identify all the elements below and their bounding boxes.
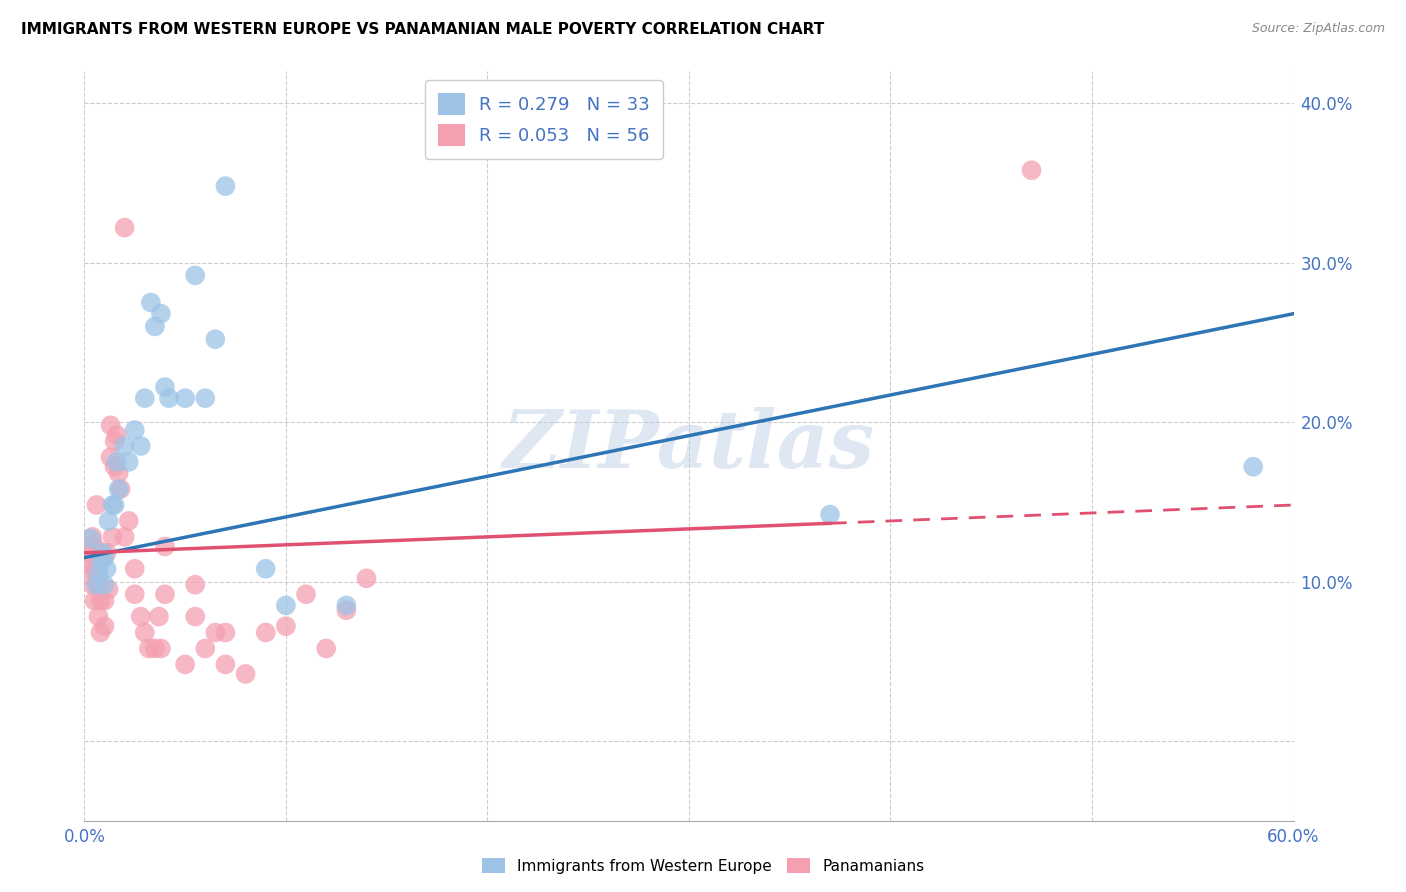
Point: [93, 593, 115, 607]
Point: [82, 577, 104, 591]
Point: [114, 530, 136, 544]
Point: [1241, 459, 1264, 474]
Point: [143, 641, 166, 656]
Point: [254, 625, 277, 640]
Point: [184, 609, 207, 624]
Point: [79, 532, 101, 546]
Point: [129, 609, 152, 624]
Point: [184, 268, 207, 283]
Point: [157, 391, 180, 405]
Point: [79, 562, 101, 576]
Point: [149, 307, 172, 321]
Point: [89, 593, 111, 607]
Point: [107, 466, 129, 480]
Point: [87, 577, 110, 591]
Point: [148, 609, 170, 624]
Point: [254, 562, 277, 576]
Point: [83, 593, 105, 607]
Point: [87, 566, 110, 581]
Point: [138, 641, 160, 656]
Point: [86, 562, 108, 576]
Point: [83, 562, 105, 576]
Point: [114, 439, 136, 453]
Point: [105, 427, 128, 442]
Point: [104, 498, 127, 512]
Point: [214, 657, 236, 672]
Point: [124, 423, 146, 437]
Point: [107, 482, 129, 496]
Point: [100, 418, 122, 433]
Point: [114, 220, 136, 235]
Point: [104, 434, 127, 449]
Point: [335, 603, 357, 617]
Point: [97, 582, 120, 597]
Point: [93, 550, 115, 565]
Point: [153, 540, 176, 554]
Point: [153, 587, 176, 601]
Point: [118, 514, 141, 528]
Point: [356, 571, 378, 585]
Point: [89, 555, 111, 569]
Point: [101, 530, 124, 544]
Point: [129, 439, 152, 453]
Point: [174, 391, 197, 405]
Point: [204, 332, 226, 346]
Point: [274, 619, 297, 633]
Point: [100, 450, 122, 465]
Point: [295, 587, 318, 601]
Text: Source: ZipAtlas.com: Source: ZipAtlas.com: [1251, 22, 1385, 36]
Point: [118, 455, 141, 469]
Point: [235, 667, 257, 681]
Point: [83, 540, 105, 554]
Point: [96, 562, 118, 576]
Point: [97, 514, 120, 528]
Point: [87, 609, 110, 624]
Legend: Immigrants from Western Europe, Panamanians: Immigrants from Western Europe, Panamani…: [475, 852, 931, 880]
Point: [335, 599, 357, 613]
Point: [124, 562, 146, 576]
Point: [101, 498, 124, 512]
Point: [274, 599, 297, 613]
Point: [153, 380, 176, 394]
Point: [86, 577, 108, 591]
Point: [1021, 163, 1043, 178]
Point: [139, 295, 162, 310]
Point: [184, 577, 207, 591]
Point: [82, 530, 104, 544]
Point: [96, 546, 118, 560]
Point: [86, 498, 108, 512]
Point: [143, 319, 166, 334]
Point: [105, 455, 128, 469]
Point: [110, 482, 132, 496]
Point: [134, 391, 156, 405]
Point: [91, 546, 114, 560]
Legend: R = 0.279   N = 33, R = 0.053   N = 56: R = 0.279 N = 33, R = 0.053 N = 56: [425, 80, 662, 159]
Point: [194, 391, 217, 405]
Point: [204, 625, 226, 640]
Point: [87, 555, 110, 569]
Point: [134, 625, 156, 640]
Point: [93, 577, 115, 591]
Text: IMMIGRANTS FROM WESTERN EUROPE VS PANAMANIAN MALE POVERTY CORRELATION CHART: IMMIGRANTS FROM WESTERN EUROPE VS PANAMA…: [21, 22, 824, 37]
Point: [174, 657, 197, 672]
Point: [93, 619, 115, 633]
Point: [124, 587, 146, 601]
Point: [214, 625, 236, 640]
Point: [818, 508, 841, 522]
Point: [77, 546, 100, 560]
Point: [89, 625, 111, 640]
Text: ZIPatlas: ZIPatlas: [503, 408, 875, 484]
Point: [194, 641, 217, 656]
Point: [214, 179, 236, 194]
Point: [149, 641, 172, 656]
Point: [104, 459, 127, 474]
Point: [86, 577, 108, 591]
Point: [315, 641, 337, 656]
Point: [91, 546, 114, 560]
